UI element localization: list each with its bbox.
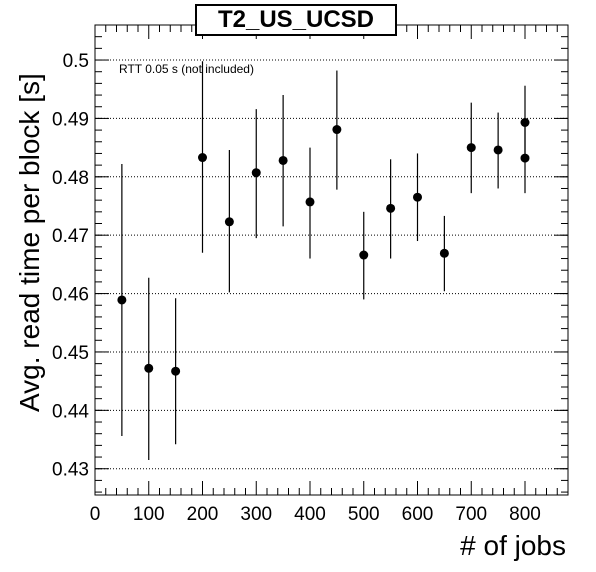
data-point — [520, 153, 530, 163]
x-tick-label: 100 — [133, 504, 165, 525]
y-tick-label: 0.45 — [52, 343, 89, 364]
y-axis-ticks: 0.43 0.44 0.45 0.46 0.47 0.48 0.49 0.5 — [52, 36, 568, 493]
y-tick-label: 0.49 — [52, 109, 89, 130]
y-tick-label: 0.43 — [52, 460, 89, 481]
y-tick-label: 0.48 — [52, 168, 89, 189]
y-tick-label: 0.44 — [52, 401, 89, 422]
chart-title: T2_US_UCSD — [195, 4, 397, 36]
data-point — [332, 125, 342, 135]
data-points — [117, 61, 530, 460]
x-tick-label: 600 — [402, 504, 434, 525]
data-point — [413, 192, 422, 202]
data-point — [439, 248, 449, 258]
data-point — [278, 155, 288, 165]
data-point — [198, 153, 207, 163]
data-point — [305, 197, 315, 207]
x-tick-label: 200 — [187, 504, 219, 525]
y-tick-label: 0.5 — [63, 51, 89, 72]
data-point — [224, 217, 234, 227]
grid-lines — [95, 59, 568, 470]
data-point — [144, 363, 154, 373]
x-axis-ticks: 0 100 200 300 400 500 600 700 800 — [90, 25, 558, 525]
x-tick-label: 300 — [240, 504, 272, 525]
y-tick-label: 0.47 — [52, 226, 89, 247]
x-tick-label: 400 — [294, 504, 326, 525]
x-axis-label: # of jobs — [460, 530, 566, 561]
data-point — [359, 250, 369, 260]
y-tick-label: 0.46 — [52, 285, 89, 306]
y-axis-label: Avg. read time per block [s] — [14, 73, 45, 412]
x-tick-label: 800 — [509, 504, 541, 525]
data-point — [171, 366, 181, 376]
data-point — [117, 295, 127, 305]
data-point — [520, 118, 530, 128]
plot-frame — [94, 24, 569, 496]
rtt-annotation: RTT 0.05 s (not included) — [119, 62, 254, 76]
x-tick-label: 700 — [455, 504, 487, 525]
data-point — [466, 143, 476, 153]
x-tick-label: 500 — [348, 504, 380, 525]
x-tick-label: 0 — [90, 504, 101, 525]
data-point — [493, 145, 503, 155]
data-point — [251, 168, 261, 178]
data-point — [386, 203, 396, 213]
